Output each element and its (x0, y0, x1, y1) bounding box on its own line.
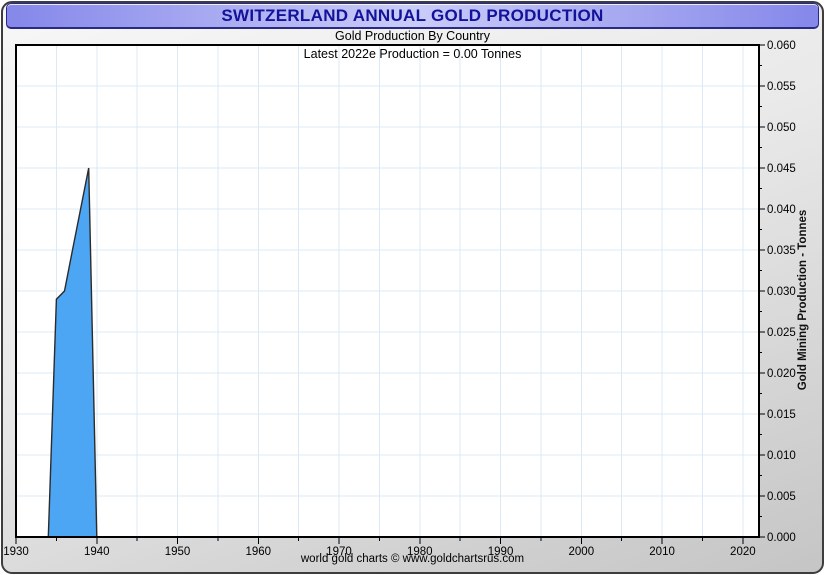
latest-production-annotation: Latest 2022e Production = 0.00 Tonnes (303, 47, 522, 61)
production-area-series (47, 167, 98, 538)
chart-title: SWITZERLAND ANNUAL GOLD PRODUCTION (221, 5, 604, 25)
svg-text:1950: 1950 (165, 546, 191, 558)
y-tick-labels: 0.000 0.005 0.010 0.015 0.020 0.025 0.030 0.035… (767, 40, 796, 544)
svg-text:0.015: 0.015 (767, 409, 796, 421)
svg-text:0.045: 0.045 (767, 163, 796, 175)
svg-text:0.005: 0.005 (767, 491, 796, 503)
svg-text:2010: 2010 (649, 546, 675, 558)
svg-text:2000: 2000 (569, 546, 595, 558)
svg-text:0.000: 0.000 (767, 532, 796, 544)
gridlines (16, 45, 759, 537)
svg-text:1960: 1960 (245, 546, 271, 558)
x-tick-labels: 1930 1940 1950 1960 1970 1980 1990 2000 2010 2020 (3, 546, 755, 558)
title-bar: SWITZERLAND ANNUAL GOLD PRODUCTION (6, 3, 819, 29)
x-axis-ticks (15, 538, 744, 544)
plot-border (15, 44, 760, 538)
svg-text:0.035: 0.035 (767, 245, 796, 257)
svg-text:0.025: 0.025 (767, 327, 796, 339)
svg-text:0.040: 0.040 (767, 204, 796, 216)
svg-text:0.010: 0.010 (767, 450, 796, 462)
svg-text:1980: 1980 (407, 546, 433, 558)
svg-text:0.055: 0.055 (767, 81, 796, 93)
svg-text:1930: 1930 (3, 546, 29, 558)
svg-text:1940: 1940 (84, 546, 110, 558)
svg-text:2020: 2020 (730, 546, 756, 558)
svg-text:1970: 1970 (326, 546, 352, 558)
svg-text:0.050: 0.050 (767, 122, 796, 134)
svg-text:0.060: 0.060 (767, 40, 796, 52)
y-axis-title: Gold Mining Production - Tonnes (797, 209, 809, 391)
footer-credit: world gold charts © www.goldchartsrus.co… (300, 553, 525, 565)
svg-text:0.020: 0.020 (767, 368, 796, 380)
svg-text:0.030: 0.030 (767, 286, 796, 298)
y-axis-ticks (760, 44, 765, 538)
svg-text:1990: 1990 (488, 546, 514, 558)
chart-subtitle: Gold Production By Country (335, 29, 490, 43)
